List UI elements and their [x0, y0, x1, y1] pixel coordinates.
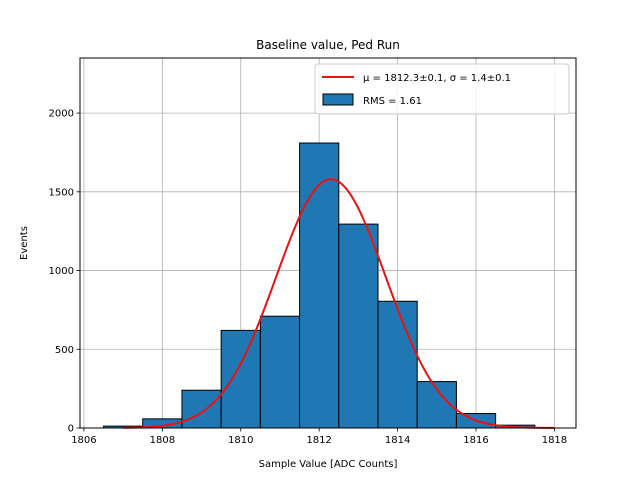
legend: μ = 1812.3±0.1, σ = 1.4±0.1 RMS = 1.61: [314, 63, 570, 115]
y-tick-label-3: 1500: [49, 187, 74, 198]
y-tick-label-4: 2000: [49, 109, 74, 120]
x-tick-label-2: 1810: [228, 435, 253, 446]
y-axis-label: Events: [19, 226, 30, 260]
gaussian-fit: [123, 178, 555, 429]
y-axis-ticks: 0 500 1000 1500 2000: [49, 109, 80, 435]
gaussian-fit-curve: [123, 178, 555, 429]
histogram-bar-2: [181, 389, 222, 429]
x-tick-label-1: 1808: [150, 435, 175, 446]
x-axis-label: Sample Value [ADC Counts]: [259, 459, 398, 470]
x-tick-label-5: 1816: [463, 435, 488, 446]
x-axis-ticks: 1806 1808 1810 1812 1814 1816 1818: [71, 428, 567, 446]
legend-hist-patch: [322, 93, 354, 106]
y-tick-label-2: 1000: [49, 266, 74, 277]
x-tick-label-6: 1818: [542, 435, 567, 446]
histogram-bar-6: [338, 223, 379, 429]
x-tick-label-0: 1806: [71, 435, 96, 446]
chart-title: Baseline value, Ped Run: [256, 38, 400, 52]
x-tick-label-3: 1812: [306, 435, 331, 446]
x-tick-label-4: 1814: [385, 435, 410, 446]
histogram-bar-4: [259, 315, 301, 429]
legend-box: [314, 63, 570, 115]
legend-hist-label: RMS = 1.61: [363, 96, 422, 107]
y-tick-label-0: 0: [68, 424, 74, 435]
legend-fit-label: μ = 1812.3±0.1, σ = 1.4±0.1: [363, 73, 511, 84]
histogram-bar-3: [220, 329, 261, 429]
plot-frame: [79, 57, 577, 429]
histogram-bar-7: [377, 300, 418, 429]
y-tick-label-1: 500: [55, 345, 74, 356]
